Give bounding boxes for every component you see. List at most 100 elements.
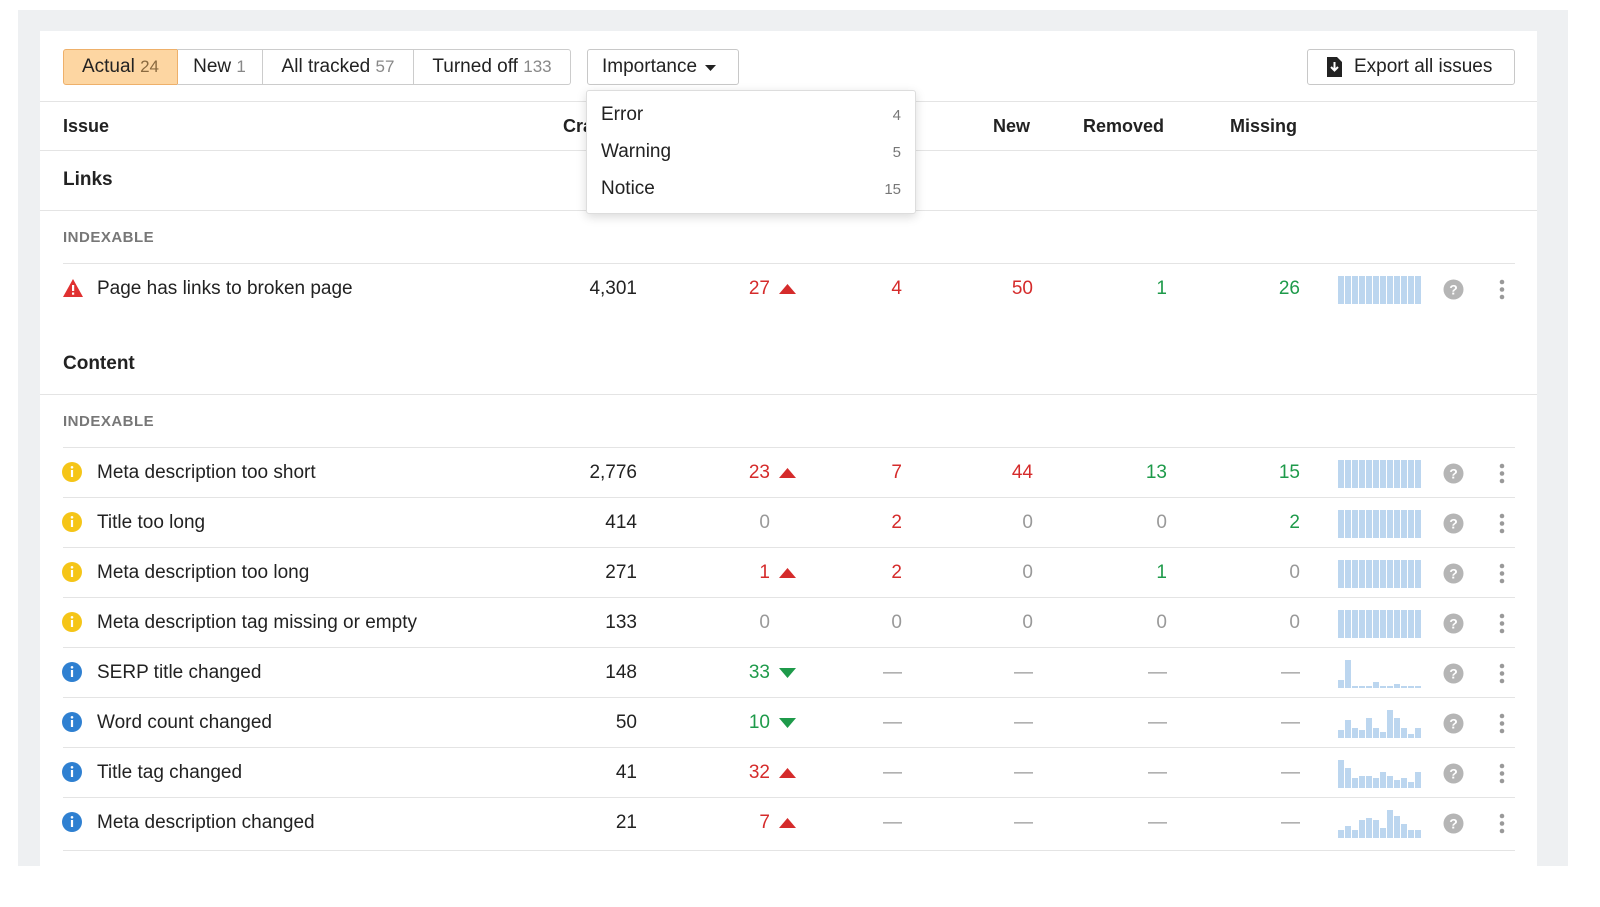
- help-icon[interactable]: ?: [1443, 613, 1464, 639]
- value-missing: 2: [1289, 512, 1300, 533]
- divider: [63, 647, 1515, 648]
- tab[interactable]: All tracked 57: [263, 49, 414, 85]
- tab-label: Actual: [81, 56, 135, 77]
- sparkline: [1338, 559, 1424, 593]
- help-icon[interactable]: ?: [1443, 813, 1464, 839]
- trend-arrow: [779, 666, 796, 684]
- trend-arrow: [779, 766, 796, 784]
- row-menu[interactable]: [1498, 463, 1506, 489]
- issue-name[interactable]: Meta description tag missing or empty: [97, 612, 417, 633]
- export-icon: [1327, 57, 1342, 77]
- column-header: New: [992, 116, 1030, 136]
- issue-name[interactable]: Title too long: [97, 512, 206, 533]
- issue-name[interactable]: Meta description too short: [97, 462, 316, 483]
- severity-icon: [62, 462, 82, 487]
- tab-count: 57: [375, 57, 395, 76]
- sparkline: [1338, 275, 1424, 309]
- row-menu[interactable]: [1498, 813, 1506, 839]
- value-missing: —: [1281, 762, 1300, 783]
- group-title: INDEXABLE: [63, 229, 155, 246]
- option-label[interactable]: Error: [601, 104, 644, 125]
- row-menu[interactable]: [1498, 713, 1506, 739]
- issue-name[interactable]: Page has links to broken page: [97, 278, 353, 299]
- value-added: 2: [891, 512, 902, 533]
- value-removed: 0: [1156, 612, 1167, 633]
- column-header: Issue: [63, 116, 110, 136]
- row-menu[interactable]: [1498, 279, 1506, 305]
- value-missing: 0: [1289, 612, 1300, 633]
- divider: [63, 547, 1515, 548]
- help-icon[interactable]: ?: [1443, 713, 1464, 739]
- value-new: 0: [1022, 612, 1033, 633]
- value-missing: 15: [1278, 462, 1300, 483]
- value-missing: —: [1281, 662, 1300, 683]
- change: 0: [759, 612, 770, 633]
- severity-icon: [62, 762, 82, 787]
- issue-name[interactable]: Word count changed: [97, 712, 272, 733]
- option-label[interactable]: Warning: [601, 141, 672, 162]
- severity-icon: [62, 512, 82, 537]
- change: 1: [759, 562, 770, 583]
- help-icon[interactable]: ?: [1443, 563, 1464, 589]
- help-icon[interactable]: ?: [1443, 463, 1464, 489]
- row-menu[interactable]: [1498, 563, 1506, 589]
- value-new: —: [1014, 762, 1033, 783]
- trend-arrow: [779, 566, 796, 584]
- value-added: 0: [891, 612, 902, 633]
- help-icon[interactable]: ?: [1443, 763, 1464, 789]
- crawled: 133: [605, 612, 637, 633]
- help-icon[interactable]: ?: [1443, 279, 1464, 305]
- trend-arrow: [779, 816, 796, 834]
- row-menu[interactable]: [1498, 613, 1506, 639]
- button-label: Export all issues: [1354, 56, 1493, 77]
- tab[interactable]: New 1: [177, 49, 263, 85]
- value-removed: 0: [1156, 512, 1167, 533]
- svg-text:?: ?: [1449, 466, 1458, 482]
- help-icon[interactable]: ?: [1443, 663, 1464, 689]
- option-count: 5: [892, 144, 901, 161]
- trend-arrow: [779, 716, 796, 734]
- tab[interactable]: Turned off 133: [414, 49, 571, 85]
- crawled: 271: [605, 562, 637, 583]
- svg-text:?: ?: [1449, 666, 1458, 682]
- column-header: Missing: [1229, 116, 1297, 136]
- change: 10: [748, 712, 770, 733]
- svg-text:?: ?: [1449, 516, 1458, 532]
- value-added: —: [883, 812, 902, 833]
- divider: [40, 394, 1537, 395]
- option-label[interactable]: Notice: [601, 178, 655, 199]
- crawled: 21: [615, 812, 637, 833]
- crawled: 4,301: [589, 278, 637, 299]
- tab-label: Turned off: [432, 56, 518, 77]
- svg-text:?: ?: [1449, 616, 1458, 632]
- help-icon[interactable]: ?: [1443, 513, 1464, 539]
- row-menu[interactable]: [1498, 663, 1506, 689]
- tab-count: 24: [140, 57, 159, 76]
- issue-name[interactable]: Meta description changed: [97, 812, 315, 833]
- tab[interactable]: Actual 24: [63, 49, 178, 85]
- value-missing: —: [1281, 812, 1300, 833]
- row-menu[interactable]: [1498, 763, 1506, 789]
- divider: [63, 263, 1515, 264]
- tab-label: New: [193, 56, 232, 77]
- value-added: 4: [891, 278, 902, 299]
- importance-button[interactable]: Importance: [587, 49, 739, 85]
- value-missing: 0: [1289, 562, 1300, 583]
- section-title: Links: [63, 169, 113, 190]
- issue-name[interactable]: Meta description too long: [97, 562, 310, 583]
- severity-icon: [62, 712, 82, 737]
- change: 32: [748, 762, 770, 783]
- value-new: —: [1014, 662, 1033, 683]
- sparkline: [1338, 659, 1424, 693]
- severity-icon: [62, 662, 82, 687]
- sparkline: [1338, 709, 1424, 743]
- tab-count: 1: [236, 57, 246, 76]
- value-added: —: [883, 762, 902, 783]
- divider: [63, 447, 1515, 448]
- issue-name[interactable]: SERP title changed: [97, 662, 262, 683]
- crawled: 148: [605, 662, 637, 683]
- issue-name[interactable]: Title tag changed: [97, 762, 243, 783]
- row-menu[interactable]: [1498, 513, 1506, 539]
- export-button[interactable]: Export all issues: [1307, 49, 1515, 85]
